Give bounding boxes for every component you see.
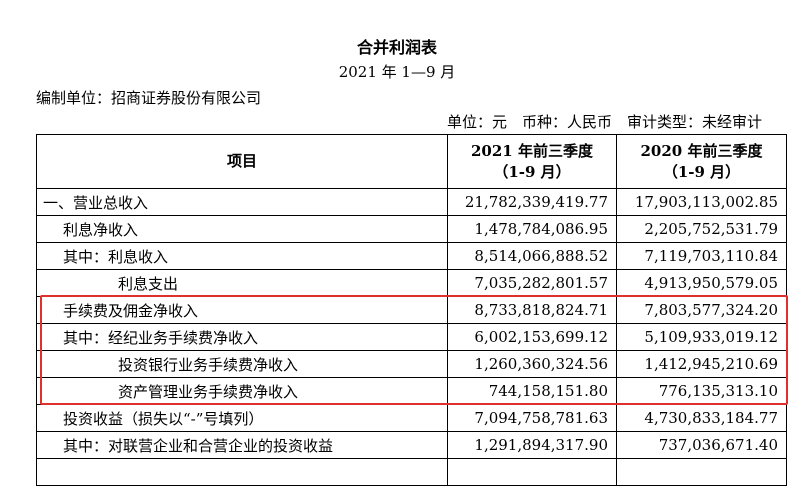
- table-row: 利息支出 7,035,282,801.57 4,913,950,579.05: [36, 269, 787, 297]
- header-line: 2020 年前三季度: [640, 141, 763, 160]
- label-cell: 其中：利息收入: [36, 242, 448, 270]
- value-cell: 4,913,950,579.05: [616, 269, 787, 297]
- value-cell: 2,205,752,531.79: [616, 215, 787, 243]
- meta: 单位：元 币种：人民币 审计类型：未经审计: [446, 113, 762, 131]
- income-table: 项目 2021 年前三季度 （1-9 月） 2020 年前三季度 （1-9 月） 一…: [36, 134, 787, 486]
- value-cell: 1,260,360,324.56: [447, 350, 617, 378]
- table-row: [36, 458, 787, 486]
- table-row: 手续费及佣金净收入 8,733,818,824.71 7,803,577,324.2…: [36, 296, 787, 324]
- header-line: （1-9 月）: [493, 162, 571, 181]
- label-cell: 投资收益（损失以“-”号填列）: [36, 404, 448, 432]
- table-row: 资产管理业务手续费净收入 744,158,151.80 776,135,313.10: [36, 377, 787, 405]
- label-cell: 手续费及佣金净收入: [36, 296, 448, 324]
- value-cell: 1,478,784,086.95: [447, 215, 617, 243]
- label-cell: 资产管理业务手续费净收入: [36, 377, 448, 405]
- title: 合并利润表: [356, 38, 437, 57]
- table-row: 其中：经纪业务手续费净收入 6,002,153,699.12 5,109,933,0…: [36, 323, 787, 351]
- value-cell: 17,903,113,002.85: [616, 188, 787, 216]
- value-cell: 6,002,153,699.12: [447, 323, 617, 351]
- table-row: 一、营业总收入 21,782,339,419.77 17,903,113,002.8…: [36, 188, 787, 216]
- value-cell: 21,782,339,419.77: [447, 188, 617, 216]
- highlight-box: [40, 295, 788, 405]
- value-cell: 776,135,313.10: [616, 377, 787, 405]
- empty-cell: [616, 458, 787, 486]
- header-cell: 2021 年前三季度 （1-9 月）: [447, 134, 617, 189]
- table-row: 投资收益（损失以“-”号填列） 7,094,758,781.63 4,730,833…: [36, 404, 787, 432]
- label-cell: 其中：对联营企业和合营企业的投资收益: [36, 431, 448, 459]
- value-cell: 5,109,933,019.12: [616, 323, 787, 351]
- table-row: 利息净收入 1,478,784,086.95 2,205,752,531.79: [36, 215, 787, 243]
- value-cell: 744,158,151.80: [447, 377, 617, 405]
- value-cell: 7,035,282,801.57: [447, 269, 617, 297]
- label-cell: 投资银行业务手续费净收入: [36, 350, 448, 378]
- header-row: 项目 2021 年前三季度 （1-9 月） 2020 年前三季度 （1-9 月）: [36, 134, 787, 189]
- value-cell: 737,036,671.40: [616, 431, 787, 459]
- table-row: 其中：对联营企业和合营企业的投资收益 1,291,894,317.90 737,03…: [36, 431, 787, 459]
- table-row: 其中：利息收入 8,514,066,888.52 7,119,703,110.84: [36, 242, 787, 270]
- header-cell: 项目: [36, 134, 448, 189]
- page: 合并利润表 2021 年 1—9 月 编制单位：招商证券股份有限公司 单位：元 …: [36, 38, 788, 486]
- header-cell: 2020 年前三季度 （1-9 月）: [616, 134, 787, 189]
- table-body: 一、营业总收入 21,782,339,419.77 17,903,113,002.8…: [36, 188, 787, 486]
- label-cell: 利息支出: [36, 269, 448, 297]
- empty-cell: [447, 458, 617, 486]
- empty-cell: [36, 458, 448, 486]
- value-cell: 7,803,577,324.20: [616, 296, 787, 324]
- value-cell: 1,291,894,317.90: [447, 431, 617, 459]
- value-cell: 7,119,703,110.84: [616, 242, 787, 270]
- value-cell: 4,730,833,184.77: [616, 404, 787, 432]
- value-cell: 8,514,066,888.52: [447, 242, 617, 270]
- label-cell: 利息净收入: [36, 215, 448, 243]
- value-cell: 7,094,758,781.63: [447, 404, 617, 432]
- value-cell: 8,733,818,824.71: [447, 296, 617, 324]
- header-line: （1-9 月）: [662, 162, 741, 181]
- label-cell: 一、营业总收入: [36, 188, 448, 216]
- header-line: 2021 年前三季度: [471, 141, 593, 160]
- entity: 编制单位：招商证券股份有限公司: [36, 89, 262, 107]
- period: 2021 年 1—9 月: [338, 63, 456, 81]
